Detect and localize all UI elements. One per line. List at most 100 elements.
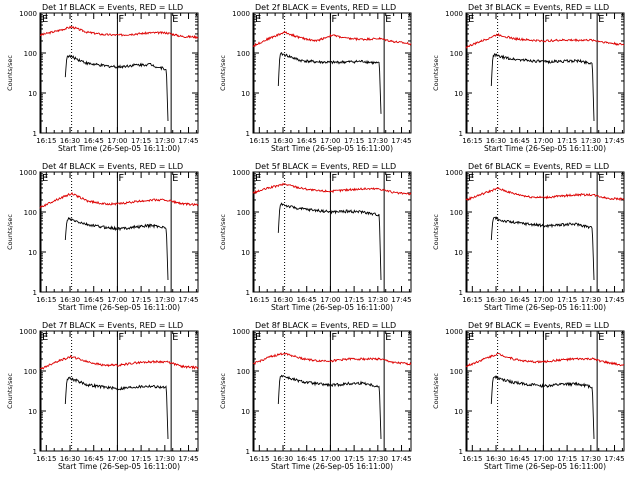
x-tick-label: 16:15: [249, 455, 269, 463]
x-tick-label: 16:30: [273, 296, 293, 304]
plot-panel-3: Det 3f BLACK = Events, RED = LLD Counts/s…: [432, 3, 625, 153]
event-marker-label: F: [331, 173, 337, 184]
plot-frame: [252, 12, 412, 134]
lld-series-line: [252, 30, 412, 48]
event-marker-label: E: [468, 173, 474, 184]
x-tick-label: 16:45: [84, 137, 104, 145]
plot-title: Det 1f BLACK = Events, RED = LLD: [42, 3, 183, 12]
event-marker-label: F: [118, 173, 124, 184]
y-axis-label: Counts/sec: [219, 373, 227, 409]
event-marker-label: E: [172, 173, 178, 184]
lld-series-line: [39, 354, 199, 370]
event-marker-label: F: [118, 332, 124, 343]
x-tick-label: 16:15: [36, 137, 56, 145]
x-tick-label: 17:45: [604, 455, 624, 463]
x-tick-label: 16:45: [510, 455, 530, 463]
y-tick-label: 100: [24, 368, 37, 376]
y-tick-label: 1000: [232, 328, 250, 336]
lld-series-line: [465, 32, 625, 49]
y-tick-label: 1000: [445, 328, 463, 336]
event-marker-label: E: [172, 14, 178, 25]
x-tick-label: 16:30: [60, 137, 80, 145]
x-tick-label: 16:45: [84, 296, 104, 304]
lld-series-line: [40, 25, 199, 40]
event-marker-label: E: [598, 14, 604, 25]
events-series-line: [490, 53, 595, 122]
event-marker-label: E: [42, 173, 48, 184]
x-tick-label: 17:00: [320, 137, 340, 145]
x-tick-label: 16:30: [60, 296, 80, 304]
x-tick-label: 16:30: [486, 455, 506, 463]
event-marker-label: F: [544, 14, 550, 25]
y-tick-label: 10: [241, 408, 250, 416]
y-tick-label: 10: [454, 408, 463, 416]
y-tick-label: 10: [28, 249, 37, 257]
lld-series-line: [465, 187, 625, 202]
x-axis-label: Start Time (26-Sep-05 16:11:00): [484, 144, 606, 153]
x-tick-label: 16:30: [60, 455, 80, 463]
plot-frame: [252, 171, 412, 293]
x-tick-label: 16:30: [273, 455, 293, 463]
plot-frame: [39, 12, 199, 134]
y-axis-label: Counts/sec: [6, 373, 14, 409]
event-marker-label: E: [385, 332, 391, 343]
y-tick-label: 100: [450, 209, 463, 217]
y-tick-label: 100: [450, 368, 463, 376]
x-tick-label: 17:00: [107, 296, 127, 304]
x-axis-label: Start Time (26-Sep-05 16:11:00): [484, 303, 606, 312]
x-tick-label: 17:30: [581, 137, 601, 145]
y-tick-label: 100: [237, 368, 250, 376]
x-tick-label: 17:45: [604, 296, 624, 304]
x-tick-label: 17:00: [320, 455, 340, 463]
event-marker-label: E: [385, 173, 391, 184]
y-axis-label: Counts/sec: [432, 55, 440, 91]
event-marker-label: F: [331, 332, 337, 343]
event-marker-label: F: [331, 14, 337, 25]
x-tick-label: 16:15: [36, 455, 56, 463]
event-marker-label: E: [172, 332, 178, 343]
y-tick-label: 10: [28, 90, 37, 98]
y-tick-label: 1: [246, 289, 250, 297]
x-tick-label: 16:15: [36, 296, 56, 304]
events-series-line: [490, 375, 595, 440]
y-axis-label: Counts/sec: [432, 373, 440, 409]
x-axis-label: Start Time (26-Sep-05 16:11:00): [271, 462, 393, 471]
y-axis-label: Counts/sec: [6, 214, 14, 250]
x-tick-label: 16:15: [462, 455, 482, 463]
x-tick-label: 16:45: [297, 137, 317, 145]
x-tick-label: 16:15: [462, 296, 482, 304]
event-marker-label: E: [42, 332, 48, 343]
y-tick-label: 10: [454, 249, 463, 257]
plot-panel-8: Det 8f BLACK = Events, RED = LLD Counts/s…: [219, 321, 412, 471]
x-tick-label: 17:30: [368, 137, 388, 145]
y-tick-label: 100: [450, 50, 463, 58]
y-axis-label: Counts/sec: [219, 55, 227, 91]
plot-title: Det 9f BLACK = Events, RED = LLD: [468, 321, 609, 330]
event-marker-label: E: [598, 173, 604, 184]
lld-series-line: [252, 182, 412, 196]
x-tick-label: 17:15: [557, 296, 577, 304]
events-series-line: [64, 376, 169, 440]
event-marker-label: E: [42, 14, 48, 25]
x-tick-label: 16:45: [297, 296, 317, 304]
y-tick-label: 1: [459, 448, 463, 456]
plot-frame: [465, 12, 625, 134]
events-series-line: [64, 216, 169, 281]
x-axis-label: Start Time (26-Sep-05 16:11:00): [271, 144, 393, 153]
event-marker-label: F: [544, 332, 550, 343]
plot-panel-4: Det 4f BLACK = Events, RED = LLD Counts/s…: [6, 162, 199, 312]
x-tick-label: 17:00: [320, 296, 340, 304]
plot-panel-6: Det 6f BLACK = Events, RED = LLD Counts/s…: [432, 162, 625, 312]
y-tick-label: 100: [24, 50, 37, 58]
x-tick-label: 17:45: [604, 137, 624, 145]
y-tick-label: 1000: [232, 169, 250, 177]
x-tick-label: 17:45: [178, 296, 198, 304]
plot-title: Det 6f BLACK = Events, RED = LLD: [468, 162, 609, 171]
x-axis-label: Start Time (26-Sep-05 16:11:00): [58, 144, 180, 153]
x-tick-label: 16:15: [249, 296, 269, 304]
plot-frame: [39, 171, 199, 293]
x-tick-label: 17:00: [107, 137, 127, 145]
x-tick-label: 16:45: [297, 455, 317, 463]
y-tick-label: 1000: [19, 10, 37, 18]
